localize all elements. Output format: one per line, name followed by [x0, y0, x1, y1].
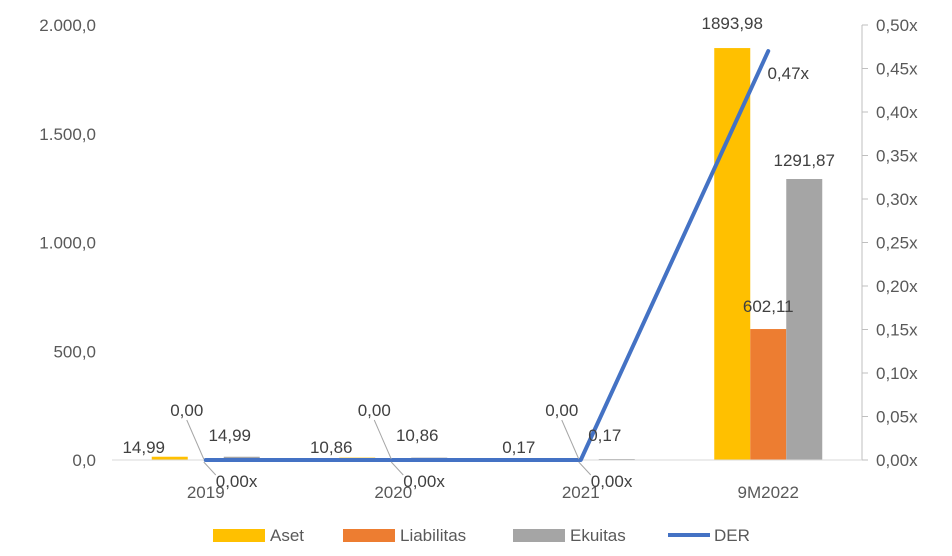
right-tick-label-9: 0,45x [876, 60, 918, 79]
label-ekuitas-2019: 14,99 [208, 426, 251, 445]
label-der-9m2022: 0,47x [767, 64, 809, 83]
x-tick-label-3: 9M2022 [738, 483, 799, 502]
label-der-2019: 0,00x [216, 472, 258, 491]
legend-swatch-ekuitas [513, 529, 565, 542]
right-axis: 0,00x 0,05x 0,10x 0,15x 0,20x 0,25x 0,30x 0,35x… [861, 16, 918, 470]
bar-aset-9m2022 [714, 48, 751, 460]
data-labels: 14,99 0,00 14,99 0,00x 10,86 0,00 10,86 0,00x 0,… [122, 14, 835, 491]
legend-swatch-aset [213, 529, 265, 542]
label-aset-9m2022: 1893,98 [702, 14, 763, 33]
legend-label-liabilitas: Liabilitas [400, 526, 466, 545]
label-der-2020: 0,00x [403, 472, 445, 491]
right-tick-label-4: 0,20x [876, 277, 918, 296]
right-tick-label-2: 0,10x [876, 364, 918, 383]
label-der-2021: 0,00x [591, 472, 633, 491]
right-tick-label-7: 0,35x [876, 147, 918, 166]
left-tick-label-3: 1.500,0 [39, 125, 96, 144]
x-tick-label-2: 2021 [562, 483, 600, 502]
bar-ekuitas-9m2022 [786, 179, 823, 460]
left-tick-label-0: 0,0 [72, 451, 96, 470]
der-line [203, 49, 771, 462]
leader-liabilitas-2021 [561, 419, 580, 460]
legend: Aset Liabilitas Ekuitas DER [213, 526, 750, 545]
left-tick-label-2: 1.000,0 [39, 234, 96, 253]
bar-aset-2019 [151, 456, 188, 460]
right-tick-label-8: 0,40x [876, 103, 918, 122]
right-tick-label-6: 0,30x [876, 190, 918, 209]
right-tick-label-3: 0,15x [876, 321, 918, 340]
bar-liabilitas-9m2022 [750, 329, 787, 460]
right-tick-label-10: 0,50x [876, 16, 918, 35]
der-line-series [203, 49, 771, 462]
left-tick-label-4: 2.000,0 [39, 16, 96, 35]
label-liabilitas-9m2022: 602,11 [743, 297, 794, 316]
label-liabilitas-2019: 0,00 [170, 401, 203, 420]
leader-der-2019 [203, 461, 217, 476]
right-tick-label-1: 0,05x [876, 408, 918, 427]
x-tick-label-1: 2020 [374, 483, 412, 502]
leader-der-2020 [390, 461, 404, 476]
label-liabilitas-2021: 0,00 [545, 401, 578, 420]
leader-liabilitas-2020 [373, 419, 392, 460]
legend-label-ekuitas: Ekuitas [570, 526, 626, 545]
bar-series [151, 48, 823, 460]
leader-liabilitas-2019 [186, 419, 205, 460]
legend-label-der: DER [714, 526, 750, 545]
left-axis: 0,0 500,0 1.000,0 1.500,0 2.000,0 [39, 16, 96, 470]
label-ekuitas-2021: 0,17 [588, 426, 621, 445]
left-tick-label-1: 500,0 [53, 342, 96, 361]
label-aset-2020: 10,86 [310, 438, 353, 457]
legend-swatch-liabilitas [343, 529, 395, 542]
x-axis: 2019 2020 2021 9M2022 [112, 459, 862, 502]
right-tick-label-5: 0,25x [876, 234, 918, 253]
label-ekuitas-2020: 10,86 [396, 426, 439, 445]
legend-label-aset: Aset [270, 526, 304, 545]
label-aset-2019: 14,99 [122, 438, 165, 457]
label-liabilitas-2020: 0,00 [358, 401, 391, 420]
label-ekuitas-9m2022: 1291,87 [774, 151, 835, 170]
x-tick-label-0: 2019 [187, 483, 225, 502]
label-aset-2021: 0,17 [502, 438, 535, 457]
leader-der-2021 [578, 461, 592, 476]
right-tick-label-0: 0,00x [876, 451, 918, 470]
